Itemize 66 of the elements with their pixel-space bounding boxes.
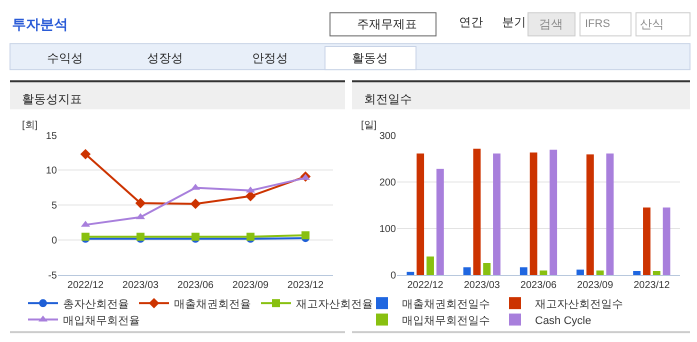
text: 안정성 bbox=[252, 51, 288, 65]
bar bbox=[652, 270, 660, 276]
bar bbox=[550, 150, 558, 276]
y-tick-label: 0 bbox=[390, 270, 396, 282]
text: 연간 bbox=[459, 15, 483, 29]
text: 분기 bbox=[502, 15, 526, 29]
legend-label: Cash Cycle bbox=[535, 314, 592, 327]
bar bbox=[596, 270, 604, 276]
point bbox=[135, 198, 146, 208]
bar bbox=[483, 263, 491, 276]
point bbox=[80, 148, 91, 160]
y-tick-label: 5 bbox=[51, 200, 58, 212]
y-tick-label: 300 bbox=[379, 130, 396, 142]
x-tick-label: 2022/12 bbox=[407, 280, 444, 292]
text: 주재무제표 bbox=[357, 17, 417, 31]
point bbox=[302, 231, 310, 240]
x-tick-label: 2023/12 bbox=[634, 280, 670, 292]
legend-label: 재고자산회전일수 bbox=[535, 298, 623, 310]
bar bbox=[643, 208, 650, 276]
chart-title: 회전일수 bbox=[364, 92, 412, 106]
y-axis-title: [회] bbox=[22, 120, 38, 131]
y-tick-label: 0 bbox=[51, 236, 58, 247]
bar bbox=[530, 152, 538, 276]
x-tick-label: 2023/03 bbox=[122, 280, 160, 292]
text: IFRS bbox=[585, 18, 610, 30]
legend-label: 재고자산회전율 bbox=[296, 298, 373, 310]
bar bbox=[540, 270, 548, 276]
bar bbox=[576, 270, 584, 276]
x-tick-label: 2022/12 bbox=[67, 280, 104, 292]
bar bbox=[436, 168, 444, 276]
text: 투자분석 bbox=[12, 16, 68, 32]
text: 성장성 bbox=[147, 51, 183, 65]
x-tick-label: 2023/03 bbox=[464, 280, 500, 292]
bar bbox=[493, 153, 500, 276]
bar bbox=[426, 256, 434, 276]
chart-title: 활동성지표 bbox=[22, 92, 82, 106]
x-tick-label: 2023/06 bbox=[177, 280, 214, 292]
y-tick-label: 15 bbox=[46, 130, 58, 142]
legend-label: 매입채무회전일수 bbox=[402, 314, 490, 327]
y-tick-label: 200 bbox=[379, 177, 396, 188]
x-tick-label: 2023/12 bbox=[287, 280, 324, 292]
legend-label: 매입채무회전율 bbox=[63, 314, 140, 327]
bar bbox=[633, 270, 641, 276]
bar bbox=[662, 208, 670, 276]
bar bbox=[473, 148, 481, 276]
x-tick-label: 2023/06 bbox=[520, 280, 558, 292]
text: 수익성 bbox=[47, 51, 83, 65]
legend-label: 총자산회전율 bbox=[63, 298, 129, 310]
bar bbox=[406, 272, 414, 276]
bar bbox=[606, 153, 614, 276]
point bbox=[190, 198, 201, 210]
bar bbox=[463, 267, 471, 276]
bar bbox=[416, 153, 424, 276]
text: 검색 bbox=[539, 17, 563, 31]
bar bbox=[520, 267, 528, 276]
y-axis-title: [일] bbox=[361, 120, 377, 131]
x-tick-label: 2023/09 bbox=[232, 280, 270, 292]
bar bbox=[586, 154, 594, 276]
x-tick-label: 2023/09 bbox=[577, 280, 614, 292]
text: 활동성 bbox=[352, 51, 388, 65]
y-tick-label: -5 bbox=[48, 270, 58, 282]
legend-label: 매출채권회전일수 bbox=[402, 298, 490, 310]
text: 산식 bbox=[640, 17, 664, 31]
y-tick-label: 100 bbox=[379, 224, 396, 236]
y-tick-label: 10 bbox=[46, 166, 58, 177]
legend-label: 매출채권회전율 bbox=[174, 298, 251, 310]
